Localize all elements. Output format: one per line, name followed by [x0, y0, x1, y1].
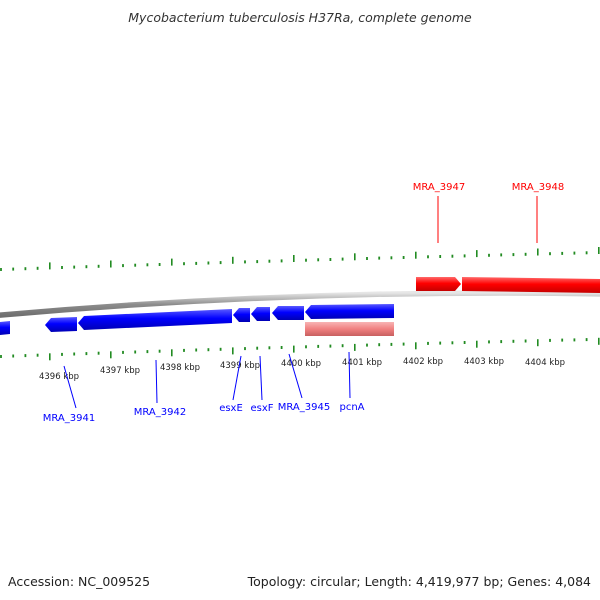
- gene-label-mra-3942[interactable]: MRA_3942: [134, 407, 186, 418]
- scale-label: 4398 kbp: [160, 363, 200, 373]
- scale-label: 4403 kbp: [464, 357, 504, 367]
- reverse-gene-labels: MRA_3941 MRA_3942 esxE esxF MRA_3945 pcn…: [43, 351, 365, 424]
- gene-arrow-pcna[interactable]: [305, 304, 394, 319]
- gene-arrow-mra-3948[interactable]: [462, 277, 600, 293]
- gene-label-mra-3941[interactable]: MRA_3941: [43, 413, 95, 424]
- gene-label-mra-3948[interactable]: MRA_3948: [512, 182, 564, 193]
- accession-text: Accession: NC_009525: [8, 574, 150, 589]
- gene-label-esxf[interactable]: esxF: [250, 403, 273, 414]
- lower-tick-row: [0, 337, 600, 361]
- map-title: Mycobacterium tuberculosis H37Ra, comple…: [128, 10, 472, 25]
- scale-label: 4402 kbp: [403, 357, 443, 367]
- gene-label-pcna[interactable]: pcnA: [339, 402, 364, 413]
- forward-strand-features: [416, 277, 600, 293]
- scale-label: 4399 kbp: [220, 361, 260, 371]
- label-leader-line: [232, 355, 242, 401]
- label-leader-line: [259, 355, 263, 401]
- reverse-strand-features: [0, 304, 394, 335]
- gene-arrow-mra-3942[interactable]: [78, 309, 232, 330]
- gene-arrow-mra-3945[interactable]: [272, 306, 304, 320]
- scale-label: 4404 kbp: [525, 358, 565, 368]
- rna-feature-pcna[interactable]: [305, 322, 394, 336]
- label-leader-line: [348, 351, 351, 399]
- label-leader-line: [63, 365, 77, 409]
- gene-arrow-mra-3941[interactable]: [45, 317, 77, 332]
- gene-arrow-esxe[interactable]: [233, 308, 250, 322]
- label-leader-line: [155, 359, 158, 404]
- label-leader-line: [288, 353, 303, 399]
- gene-label-esxe[interactable]: esxE: [219, 403, 243, 414]
- scale-label: 4396 kbp: [39, 372, 79, 382]
- scale-label: 4401 kbp: [342, 358, 382, 368]
- genome-info-text: Topology: circular; Length: 4,419,977 bp…: [247, 574, 591, 589]
- scale-label: 4397 kbp: [100, 366, 140, 376]
- scale-label: 4400 kbp: [281, 359, 321, 369]
- scale-labels: 4396 kbp 4397 kbp 4398 kbp 4399 kbp 4400…: [39, 357, 565, 382]
- gene-arrow-esxf[interactable]: [251, 307, 270, 321]
- gene-arrow-partial[interactable]: [0, 321, 10, 335]
- genome-backbone: [0, 290, 600, 318]
- gene-label-mra-3945[interactable]: MRA_3945: [278, 402, 330, 413]
- gene-arrow-mra-3947[interactable]: [416, 277, 461, 291]
- upper-tick-row: [0, 247, 600, 271]
- forward-gene-labels: MRA_3947 MRA_3948: [413, 182, 564, 243]
- gene-label-mra-3947[interactable]: MRA_3947: [413, 182, 465, 193]
